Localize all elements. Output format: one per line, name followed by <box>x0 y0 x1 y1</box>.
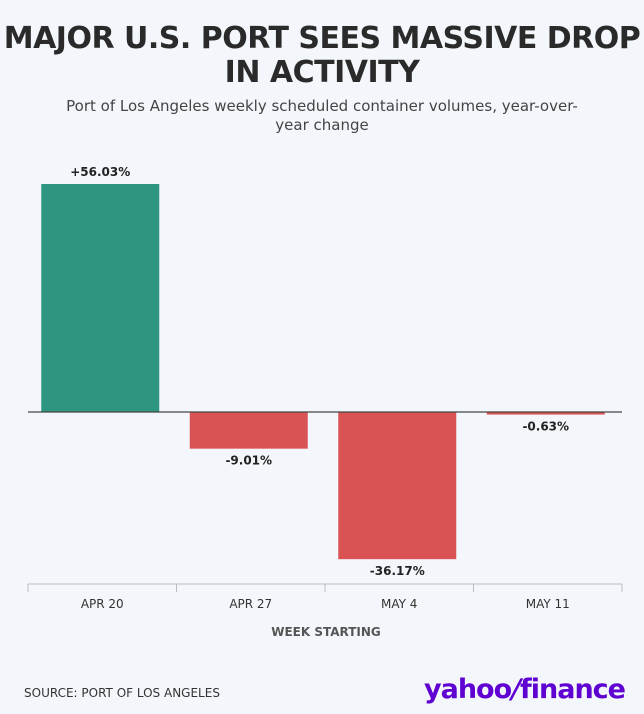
bar-apr-20 <box>41 184 160 412</box>
bar-chart: +56.03% APR 20 -9.01% APR 27 -36.17% MAY 4 -0.… <box>27 165 623 639</box>
yahoo-finance-logo: yahoo/finance <box>424 673 628 707</box>
chart-subtitle: Port of Los Angeles weekly scheduled con… <box>66 97 578 134</box>
bar-may-4 <box>338 412 457 560</box>
logo-main: yahoo <box>424 674 512 705</box>
x-tick-label: APR 27 <box>229 597 272 611</box>
bar-apr-27 <box>189 412 308 449</box>
data-label: +56.03% <box>70 165 130 179</box>
data-label: -36.17% <box>370 564 425 578</box>
data-label: -0.63% <box>522 420 569 434</box>
x-tick-label: MAY 11 <box>526 597 570 611</box>
data-label: -9.01% <box>225 454 272 468</box>
x-tick-label: APR 20 <box>81 597 124 611</box>
chart-title: MAJOR U.S. PORT SEES MASSIVE DROP IN ACT… <box>3 21 641 90</box>
bar-may-11 <box>486 412 605 415</box>
source-note: SOURCE: PORT OF LOS ANGELES <box>24 686 220 700</box>
logo-suffix: finance <box>520 674 626 705</box>
x-axis-title: WEEK STARTING <box>271 625 381 639</box>
x-tick-label: MAY 4 <box>381 597 417 611</box>
